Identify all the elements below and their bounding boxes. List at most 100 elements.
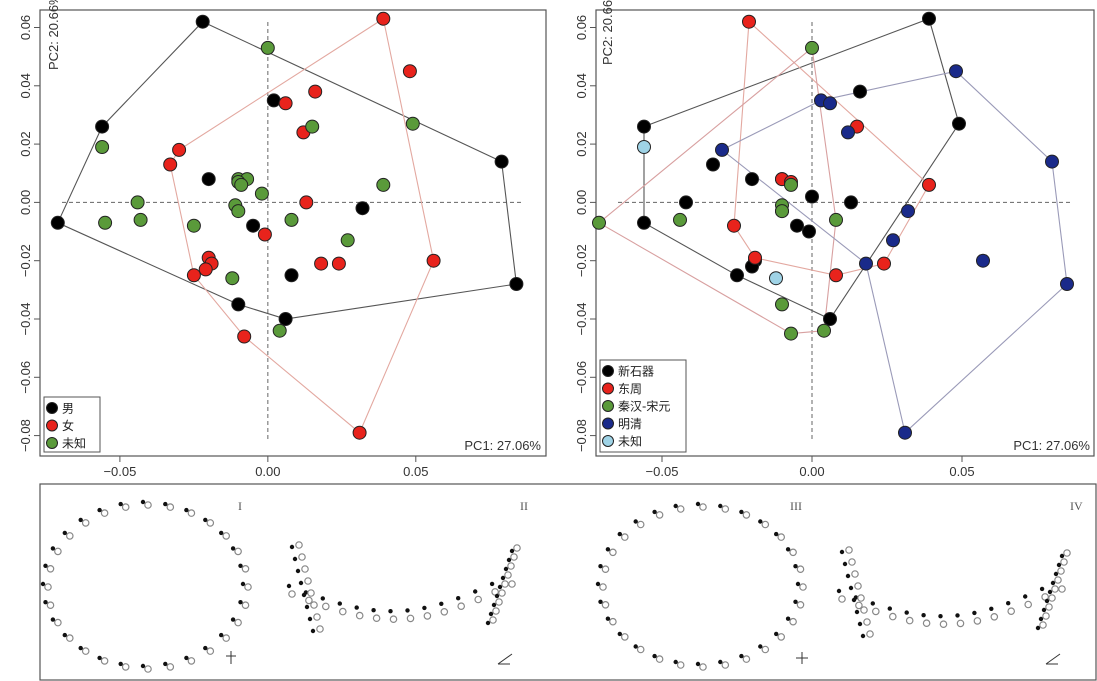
y-tick-label: 0.00: [18, 190, 33, 215]
landmark-obs: [598, 599, 603, 604]
point-s2-8: [784, 326, 798, 341]
landmark-obs: [739, 653, 744, 659]
point-s3-7: [886, 233, 900, 248]
landmark-ref: [956, 619, 965, 628]
landmark-ref: [863, 618, 871, 626]
point-s3-6: [901, 204, 915, 219]
y-tick-label: −0.08: [574, 419, 589, 452]
legend-label-1: 女: [62, 418, 74, 433]
hull-3: [720, 70, 1068, 434]
landmark-ref: [854, 582, 862, 590]
point-s0-10: [494, 154, 509, 169]
point-s0-16: [730, 268, 744, 283]
landmark-obs: [793, 564, 798, 569]
landmark-ref: [508, 580, 516, 588]
plot-frame: [595, 9, 1095, 457]
y-tick-label: −0.04: [18, 303, 33, 336]
landmark-obs: [43, 563, 48, 568]
landmark-obs: [1041, 607, 1047, 613]
landmark-ref: [636, 520, 645, 529]
landmark-obs: [1044, 598, 1050, 604]
landmark-obs: [491, 602, 497, 608]
hull-2: [598, 46, 837, 335]
point-s0-7: [278, 312, 293, 326]
landmark-ref: [871, 607, 880, 616]
landmark-ref: [939, 620, 948, 629]
landmark-obs: [203, 645, 208, 651]
landmark-ref: [1051, 585, 1059, 593]
data-points: [592, 11, 1074, 440]
point-s1-14: [426, 253, 441, 268]
landmark-obs: [695, 501, 701, 507]
x-tick-label: 0.00: [255, 464, 280, 479]
landmark-ref: [457, 602, 466, 611]
landmark-ref: [222, 532, 231, 540]
point-s2-8: [234, 177, 249, 192]
landmark-ref: [100, 509, 109, 517]
landmark-obs: [422, 605, 427, 611]
point-s1-7: [877, 256, 891, 271]
landmark-ref: [495, 598, 503, 606]
landmark-ref: [305, 596, 313, 605]
landmark-ref: [609, 548, 617, 557]
point-s2-3: [775, 204, 789, 219]
y-tick-label: 0.02: [18, 131, 33, 156]
landmark-obs: [473, 589, 478, 594]
y-tick-label: −0.06: [574, 361, 589, 394]
landmark-obs: [163, 661, 168, 667]
point-s2-14: [133, 212, 148, 227]
landmark-obs: [921, 613, 926, 618]
y-tick-label: 0.04: [18, 73, 33, 98]
point-s0-2: [853, 84, 867, 99]
orientation-icon: [796, 652, 808, 664]
landmark-obs: [62, 530, 67, 536]
landmark-obs: [184, 655, 189, 661]
landmark-ref: [187, 509, 196, 517]
point-s1-1: [402, 64, 417, 79]
landmark-obs: [870, 601, 875, 606]
x-tick-label: 0.05: [403, 464, 428, 479]
landmark-ref: [121, 503, 130, 511]
landmark-ref: [1048, 594, 1056, 602]
y-tick-label: 0.00: [574, 190, 589, 215]
orientation-icon: [1045, 653, 1061, 665]
legend-marker-0: [602, 365, 614, 377]
point-s1-5: [727, 218, 741, 233]
landmark-obs: [1035, 625, 1041, 631]
point-s1-0: [742, 14, 756, 29]
landmark-ref: [1045, 603, 1053, 611]
landmark-ref: [721, 505, 730, 513]
landmark-ref: [655, 511, 664, 519]
point-s2-19: [272, 323, 287, 338]
point-s0-6: [231, 297, 246, 312]
landmark-obs: [292, 556, 298, 562]
landmark-ref: [121, 663, 130, 671]
legend-label-4: 未知: [618, 435, 642, 449]
point-s1-8: [829, 268, 843, 283]
orientation-icon: [226, 651, 236, 664]
landmark-obs: [1056, 562, 1062, 568]
landmark-ref: [100, 657, 109, 665]
landmark-obs: [848, 585, 854, 591]
landmark-ref: [54, 618, 62, 627]
landmark-ref: [301, 565, 309, 573]
y-axis-label: PC2: 20.66%: [600, 0, 615, 65]
landmark-obs: [1059, 553, 1065, 559]
landmark-ref: [234, 547, 242, 556]
landmark-obs: [774, 631, 779, 637]
point-s3-5: [1045, 154, 1059, 169]
landmark-ref: [513, 544, 521, 552]
landmark-obs: [673, 659, 678, 665]
landmark-ref: [166, 503, 175, 511]
y-tick-label: −0.06: [18, 361, 33, 394]
landmark-obs: [1047, 589, 1053, 595]
landmark-ref: [620, 533, 629, 541]
point-s4-0: [637, 140, 651, 154]
landmark-ref: [905, 616, 914, 625]
x-tick-label: 0.00: [799, 464, 824, 479]
point-s2-4: [829, 212, 843, 227]
legend-label-2: 未知: [62, 437, 86, 451]
landmark-obs: [163, 501, 168, 507]
point-s0-3: [952, 116, 966, 131]
